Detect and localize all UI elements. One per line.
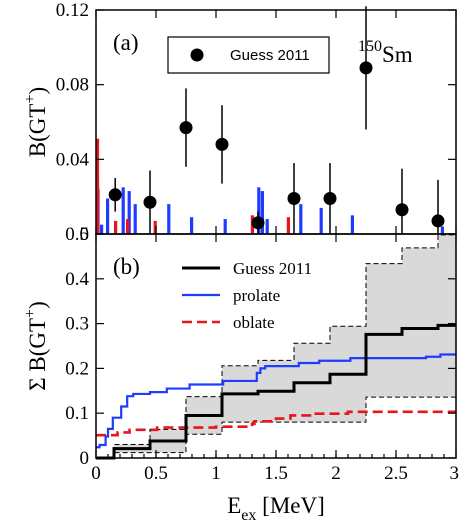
panel-b-series xyxy=(96,234,456,460)
panel-a-legend: Guess 2011 xyxy=(167,36,330,74)
b-ytick-label-0: 0 xyxy=(80,448,90,469)
b-xtick-label-6: 3 xyxy=(450,463,460,484)
panel-a-sticks xyxy=(95,138,444,234)
data-point-6 xyxy=(323,192,337,206)
prolate-line xyxy=(96,353,456,449)
nucleus-mass: 150 xyxy=(358,38,382,55)
panel-b: 00.10.20.30.40.5 0 0.5 1 1.5 2 2.5 3 (b) Guess… xyxy=(22,224,459,524)
legend-label-prolate: prolate xyxy=(233,286,280,305)
panel-b-legend: Guess 2011 prolate oblate xyxy=(182,259,312,332)
b-xtick-label-0: 0 xyxy=(91,463,101,484)
panel-a-data-points xyxy=(108,6,445,234)
data-point-7 xyxy=(359,61,373,75)
b-ytick-label-1: 0.1 xyxy=(65,403,89,424)
error-band-upper xyxy=(96,234,456,459)
data-point-1 xyxy=(143,195,157,209)
b-ytick-label-2: 0.2 xyxy=(65,358,89,379)
panel-b-x-ticks: 0 0.5 1 1.5 2 2.5 3 xyxy=(91,234,459,484)
legend-marker xyxy=(190,48,204,62)
a-ytick-label-0: 0 xyxy=(80,224,90,245)
guess-line xyxy=(96,323,456,460)
oblate-line xyxy=(96,410,456,437)
nucleus-symbol: Sm xyxy=(382,42,413,67)
legend-label-oblate: oblate xyxy=(233,313,275,332)
data-point-4 xyxy=(251,216,265,230)
panel-a-label: (a) xyxy=(113,30,139,55)
data-point-9 xyxy=(431,214,445,228)
b-xtick-label-5: 2.5 xyxy=(384,463,408,484)
panel-a-y-ticks: 0 0.04 0.08 0.12 xyxy=(56,0,456,245)
panel-b-y-ticks: 0 0.1 0.2 0.3 0.4 0.5 xyxy=(65,224,456,469)
data-point-0 xyxy=(108,188,122,202)
panel-a-x-ticks xyxy=(95,10,457,234)
legend-label-guess-b: Guess 2011 xyxy=(233,259,312,278)
b-xtick-label-2: 1 xyxy=(211,463,221,484)
b-ytick-label-3: 0.3 xyxy=(65,314,89,335)
b-ytick-label-5: 0.5 xyxy=(65,224,89,245)
b-xtick-label-4: 2 xyxy=(331,463,341,484)
a-ytick-label-2: 0.08 xyxy=(56,75,89,96)
panel-b-y-label: Σ B(GT+) xyxy=(22,301,50,391)
a-ytick-label-1: 0.04 xyxy=(56,149,90,170)
a-ytick-label-3: 0.12 xyxy=(56,0,89,21)
data-point-3 xyxy=(215,137,229,151)
b-xtick-label-3: 1.5 xyxy=(264,463,288,484)
panel-a: 0 0.04 0.08 0.12 (a) 150Sm Guess 2011 B(GT+… xyxy=(22,0,457,245)
data-point-8 xyxy=(395,203,409,217)
x-axis-label: Eex [MeV] xyxy=(227,493,325,524)
b-ytick-label-4: 0.4 xyxy=(65,269,89,290)
error-band-lower xyxy=(96,396,456,459)
legend-label-guess: Guess 2011 xyxy=(230,47,310,64)
panel-b-label: (b) xyxy=(113,254,140,279)
b-xtick-label-1: 0.5 xyxy=(144,463,168,484)
nucleus-label: 150Sm xyxy=(358,38,413,67)
data-point-5 xyxy=(287,192,301,206)
panel-a-y-label: B(GT+) xyxy=(22,87,50,157)
data-point-2 xyxy=(179,121,193,135)
